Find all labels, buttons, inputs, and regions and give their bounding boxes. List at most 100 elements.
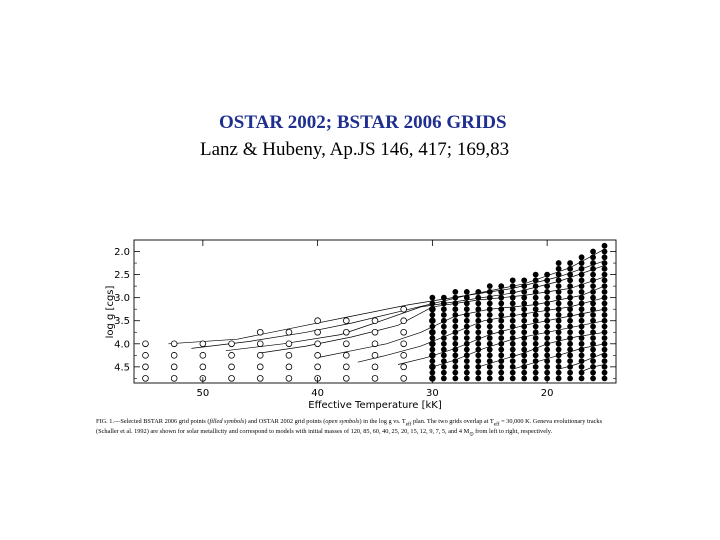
filled-point [567, 317, 573, 324]
open-point [314, 340, 321, 348]
open-point [343, 317, 350, 325]
caption-tail: from left to right, respectively. [473, 428, 553, 436]
filled-point [567, 283, 573, 290]
filled-point [486, 329, 493, 336]
filled-point [509, 375, 516, 382]
filled-point [440, 369, 447, 376]
filled-point [601, 369, 608, 376]
open-point [400, 317, 407, 325]
filled-point [567, 352, 573, 359]
filled-point [521, 300, 528, 307]
filled-point [452, 306, 459, 313]
filled-point [509, 369, 516, 376]
filled-point [601, 248, 608, 255]
filled-point [532, 369, 539, 376]
filled-point [601, 363, 608, 370]
filled-point [590, 271, 596, 278]
filled-point [509, 352, 516, 359]
open-point [228, 340, 235, 348]
filled-point [463, 352, 470, 359]
filled-point [429, 306, 436, 313]
filled-point [429, 340, 436, 347]
open-point [228, 363, 235, 371]
filled-point [590, 294, 596, 301]
open-point [314, 328, 321, 336]
y-tick-label: 4.5 [114, 362, 130, 373]
open-point [285, 340, 293, 348]
filled-point [544, 277, 551, 284]
filled-point [578, 254, 585, 261]
filled-point [498, 312, 505, 318]
filled-point [555, 358, 562, 364]
track-120-msun [168, 248, 605, 345]
filled-point [567, 277, 573, 284]
caption-teff-sub-2: eff [493, 421, 500, 428]
filled-point [475, 294, 482, 301]
open-point [285, 328, 293, 336]
open-point [170, 352, 178, 359]
filled-point [486, 312, 493, 318]
open-point [314, 317, 321, 325]
filled-point [463, 306, 470, 313]
open-point [371, 363, 379, 371]
filled-point [463, 323, 470, 330]
filled-point [463, 294, 470, 301]
filled-point [498, 335, 505, 341]
filled-point [567, 323, 573, 330]
filled-point [544, 300, 551, 307]
filled-point [521, 317, 528, 324]
caption-mid3: plan. The two grids overlap at T [411, 418, 494, 425]
filled-point [590, 375, 596, 382]
filled-point [601, 346, 608, 353]
filled-point [463, 335, 470, 341]
filled-point [475, 329, 482, 336]
filled-point [544, 323, 551, 330]
filled-point [567, 363, 573, 370]
filled-point [509, 312, 516, 318]
filled-point [452, 358, 459, 364]
filled-point [475, 375, 482, 382]
filled-point [578, 369, 585, 376]
filled-point [486, 294, 493, 301]
filled-point [440, 352, 447, 359]
filled-point [578, 265, 585, 272]
filled-point [555, 294, 562, 301]
filled-point [452, 363, 459, 370]
filled-point [555, 312, 562, 318]
filled-point [486, 352, 493, 359]
open-point [228, 375, 235, 382]
filled-point [601, 254, 608, 261]
filled-point [567, 271, 573, 278]
open-point [400, 305, 407, 313]
x-tick-label: 20 [541, 388, 554, 399]
filled-point [463, 312, 470, 318]
filled-point [463, 358, 470, 364]
filled-point [532, 323, 539, 330]
filled-point [463, 375, 470, 382]
filled-point [555, 288, 562, 295]
filled-point [544, 340, 551, 347]
filled-point [440, 323, 447, 330]
open-point [400, 375, 407, 382]
filled-point [463, 369, 470, 376]
filled-point [532, 306, 539, 313]
filled-point [521, 369, 528, 376]
filled-point [440, 329, 447, 336]
filled-point [590, 254, 596, 261]
filled-point [532, 288, 539, 295]
filled-point [578, 300, 585, 307]
filled-point [475, 358, 482, 364]
filled-point [429, 369, 436, 376]
filled-point [578, 283, 585, 290]
filled-point [452, 294, 459, 301]
filled-point [509, 335, 516, 341]
caption-filled-label: filled symbols [209, 418, 245, 425]
filled-point [544, 312, 551, 318]
filled-point [509, 306, 516, 313]
open-point [371, 340, 379, 348]
filled-point [452, 340, 459, 347]
filled-point [590, 288, 596, 295]
filled-point [578, 294, 585, 301]
filled-point [498, 346, 505, 353]
